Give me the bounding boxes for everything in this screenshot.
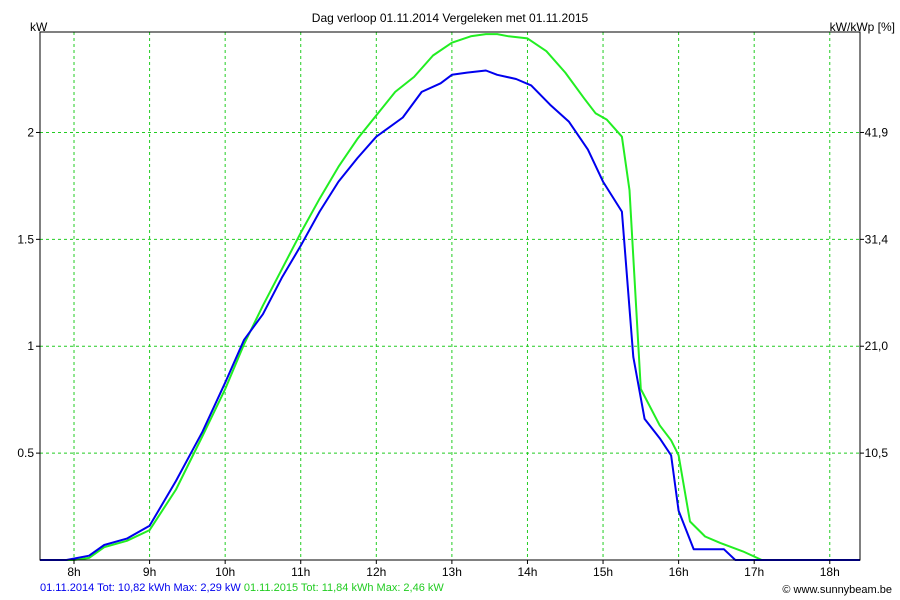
series-line-01-11-2015 [40, 33, 860, 561]
legend-footer: 01.11.2014 Tot: 10,82 kWh Max: 2,29 kW 0… [40, 582, 444, 594]
x-tick-label: 10h [215, 565, 235, 579]
y-tick-label-left: 2 [27, 125, 34, 139]
axis-ticks: 8h 9h 10h 11h 12h 13h 14h 15h 16h 17h 18h 0.5 10,5 1 2… [17, 125, 888, 579]
credit: © www.sunnybeam.be [782, 584, 892, 596]
plot-frame [39, 31, 861, 561]
x-tick-label: 18h [820, 565, 840, 579]
x-tick-label: 12h [366, 565, 386, 579]
x-tick-label: 11h [291, 565, 310, 579]
x-tick-label: 8h [67, 565, 80, 579]
y-tick-label-right: 31,4 [865, 232, 889, 246]
grid [40, 32, 860, 560]
x-tick-label: 13h [442, 565, 462, 579]
x-tick-label: 17h [744, 565, 764, 579]
series-layer [40, 33, 860, 561]
y-tick-label-right: 41,9 [865, 125, 889, 139]
y-axis-label-left: kW [30, 20, 48, 34]
y-tick-label-left: 1.5 [17, 232, 34, 246]
x-tick-label: 15h [593, 565, 613, 579]
y-tick-label-right: 10,5 [865, 446, 889, 460]
x-tick-label: 9h [143, 565, 156, 579]
y-tick-label-right: 21,0 [865, 339, 889, 353]
legend-2014: 01.11.2014 Tot: 10,82 kWh Max: 2,29 kW [40, 582, 241, 594]
y-axis-label-right: kW/kWp [%] [830, 20, 895, 34]
x-tick-label: 16h [669, 565, 689, 579]
y-tick-label-left: 1 [27, 339, 34, 353]
y-tick-label-left: 0.5 [17, 446, 34, 460]
series-line-01-11-2014 [40, 69, 860, 561]
x-tick-label: 14h [517, 565, 537, 579]
chart-title: Dag verloop 01.11.2014 Vergeleken met 01… [312, 11, 589, 25]
legend-2015: 01.11.2015 Tot: 11,84 kWh Max: 2,46 kW [243, 582, 444, 594]
